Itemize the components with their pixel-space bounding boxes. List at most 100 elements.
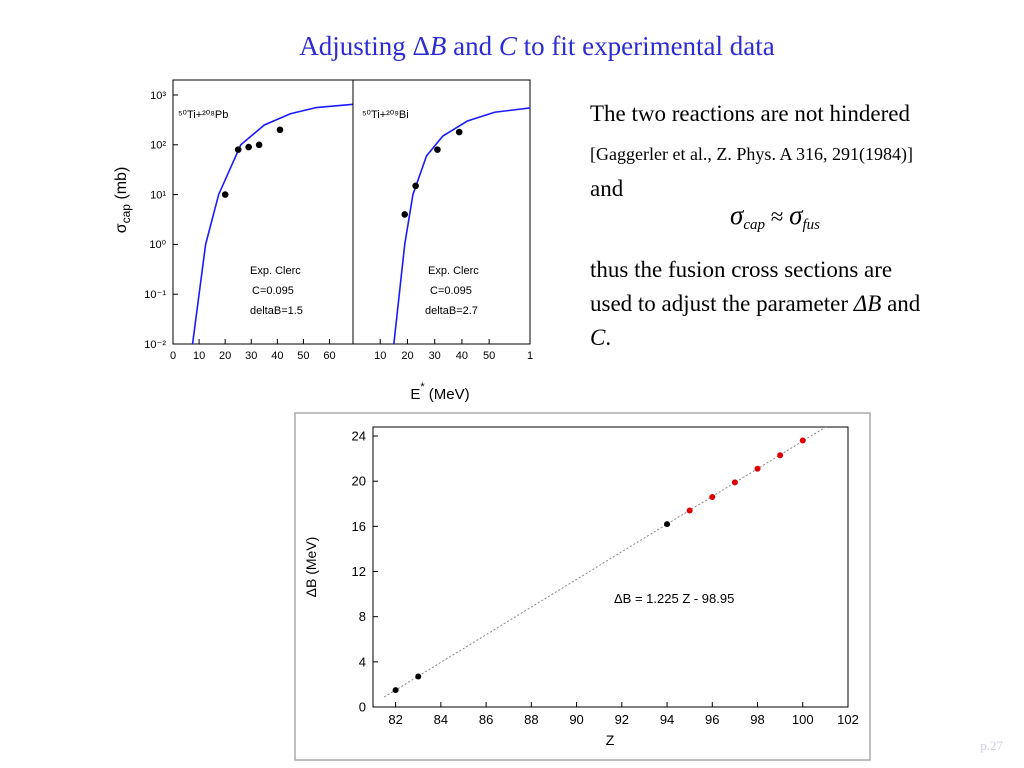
formula: σcap ≈ σfus <box>730 200 820 233</box>
title-run: to fit experimental data <box>517 31 775 61</box>
data-point <box>401 211 409 218</box>
data-point <box>799 437 806 444</box>
x-tick-label: 20 <box>401 350 413 362</box>
data-point <box>664 521 671 528</box>
x-tick-label: 20 <box>219 350 231 362</box>
y-tick-label: 16 <box>352 519 366 534</box>
annotation: deltaB=1.5 <box>250 305 303 317</box>
data-point <box>686 507 693 514</box>
x-tick-label: 82 <box>388 712 402 727</box>
body-run: and <box>881 291 920 316</box>
formula-part: cap <box>743 217 765 233</box>
fit-line <box>191 103 353 344</box>
y-axis-label: σcap (mb) <box>113 167 133 234</box>
data-point <box>777 452 784 459</box>
title-run: C <box>499 31 518 61</box>
y-tick-label: 10¹ <box>150 189 166 201</box>
data-point <box>754 465 761 472</box>
data-point <box>276 126 284 134</box>
x-tick-label: 60 <box>323 350 335 362</box>
y-tick-label: 20 <box>352 474 366 489</box>
x-tick-label: 30 <box>429 350 441 362</box>
y-tick-label: 12 <box>352 564 366 579</box>
y-tick-label: 10³ <box>150 90 166 102</box>
x-tick-label: 102 <box>837 712 859 727</box>
x-tick-label: 86 <box>479 712 493 727</box>
x-axis-label: E* (MeV) <box>410 381 469 403</box>
data-point <box>412 182 419 190</box>
body-text: The two reactions are not hindered <box>590 101 910 126</box>
x-tick-label: 88 <box>524 712 538 727</box>
x-tick-label: 10 <box>374 350 386 362</box>
label-part: (MeV) <box>425 386 470 403</box>
plot-frame <box>372 426 849 708</box>
x-tick-label: 1 <box>527 350 533 362</box>
y-tick-label: 10⁰ <box>149 239 166 251</box>
body-run: C <box>590 325 606 350</box>
data-point <box>245 143 252 151</box>
body-run: used to adjust the parameter <box>590 291 854 316</box>
annotation: C=0.095 <box>252 285 294 297</box>
x-tick-label: 50 <box>483 350 495 362</box>
plot-frame <box>352 79 531 345</box>
fit-line <box>384 427 827 698</box>
data-point <box>255 141 263 149</box>
title-run: B <box>430 31 447 61</box>
formula-part: σ <box>789 200 804 230</box>
label-part: σ <box>113 223 130 233</box>
y-tick-label: 10⁻² <box>144 339 166 351</box>
title-run: and <box>446 31 498 61</box>
y-tick-label: 4 <box>359 654 366 669</box>
annotation: C=0.095 <box>430 285 472 297</box>
annotation: Exp. Clerc <box>428 265 479 277</box>
data-point <box>221 191 229 198</box>
annotation: ⁵⁰Ti+²⁰⁸Pb <box>178 109 228 121</box>
y-axis-label: ΔB (MeV) <box>303 537 319 598</box>
x-axis-label: Z <box>606 732 615 748</box>
body-run: . <box>605 325 611 350</box>
label-part: cap <box>119 204 133 224</box>
x-tick-label: 90 <box>569 712 583 727</box>
x-tick-label: 50 <box>297 350 309 362</box>
formula-part: ≈ <box>765 204 789 229</box>
body-text: and <box>590 176 624 201</box>
data-point <box>709 494 716 500</box>
x-tick-label: 30 <box>245 350 257 362</box>
x-tick-label: 10 <box>193 350 205 362</box>
x-tick-label: 92 <box>615 712 629 727</box>
data-point <box>731 479 738 486</box>
formula-part: σ <box>730 200 745 230</box>
x-tick-label: 100 <box>792 712 814 727</box>
data-point <box>455 128 463 136</box>
x-tick-label: 84 <box>434 712 448 727</box>
data-point <box>415 673 422 680</box>
title-run: Adjusting Δ <box>299 31 430 61</box>
slide-title: Adjusting ΔB and C to fit experimental d… <box>299 31 775 61</box>
chart-frame <box>294 412 871 761</box>
y-tick-label: 10² <box>150 140 166 152</box>
annotation: ⁵⁰Ti+²⁰⁹Bi <box>362 109 409 121</box>
label-part: (mb) <box>113 167 130 204</box>
label-part: E <box>410 386 420 403</box>
data-point <box>234 146 242 153</box>
label-part: * <box>420 381 425 393</box>
x-tick-label: 96 <box>705 712 719 727</box>
body-text: used to adjust the parameter ΔB and <box>590 291 921 316</box>
fit-line <box>393 107 530 344</box>
data-point <box>434 146 441 153</box>
body-text: thus the fusion cross sections are <box>590 257 892 282</box>
x-tick-label: 0 <box>170 350 176 362</box>
y-tick-label: 24 <box>352 429 366 444</box>
annotation: Exp. Clerc <box>250 265 301 277</box>
annotation: ΔB = 1.225 Z - 98.95 <box>614 591 734 606</box>
y-tick-label: 0 <box>359 700 366 715</box>
formula-part: fus <box>802 217 820 233</box>
page-number: p.27 <box>980 738 1003 753</box>
data-point <box>392 687 399 694</box>
x-tick-label: 40 <box>271 350 283 362</box>
body-text: C. <box>590 325 611 350</box>
y-tick-label: 8 <box>359 609 366 624</box>
citation: [Gaggerler et al., Z. Phys. A 316, 291(1… <box>590 144 913 165</box>
x-tick-label: 98 <box>750 712 764 727</box>
